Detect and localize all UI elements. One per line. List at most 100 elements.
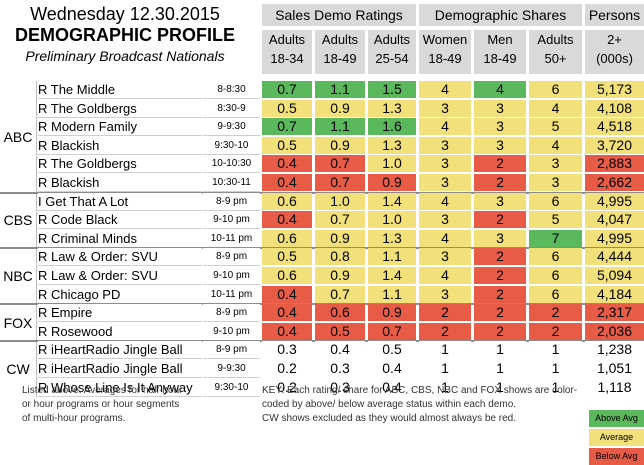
program-title: R Blackish (38, 136, 202, 155)
rating-cell: 2 (474, 322, 526, 340)
rating-cell: 4,108 (585, 99, 644, 117)
rating-cell: 0.2 (262, 360, 312, 377)
program-title: R Modern Family (38, 118, 202, 137)
report-date: Wednesday 12.30.2015 (30, 4, 220, 24)
rating-cell: 4 (419, 267, 471, 284)
rating-cell: 0.9 (368, 174, 416, 191)
rating-cell: 0.4 (368, 378, 416, 396)
column-header-line2: 18-49 (428, 51, 462, 66)
table-row: R Blackish 9:30-10 0.5 0.9 1.3 3 3 4 3,720 (0, 136, 644, 155)
rating-cell: 4 (529, 99, 582, 117)
report-subtitle: Preliminary Broadcast Nationals (25, 48, 225, 64)
rating-cell: 0.6 (262, 192, 312, 210)
footnote-line: or hour programs or hour segments (22, 399, 180, 410)
rating-cell: 0.2 (262, 378, 312, 396)
program-title: R iHeartRadio Jingle Ball (38, 360, 202, 378)
rating-cell: 1.0 (368, 155, 416, 173)
rating-cell: 2 (474, 174, 526, 191)
column-header: Men 18-49 (474, 30, 526, 74)
rating-cell: 0.7 (262, 81, 312, 98)
column-header-line2: 50+ (544, 51, 567, 66)
rating-cell: 0.7 (368, 322, 416, 340)
rating-cell: 0.6 (262, 229, 312, 247)
footnote-line: of multi-hour programs. (22, 413, 126, 424)
rating-cell: 0.3 (262, 341, 312, 359)
network-label: NBC (0, 248, 37, 305)
rating-cell: 0.5 (262, 99, 312, 117)
rating-cell: 1.1 (315, 118, 365, 136)
rating-cell: 4 (419, 192, 471, 210)
program-title: R The Middle (38, 81, 202, 99)
rating-cell: 0.5 (368, 341, 416, 359)
program-title: R Rosewood (38, 322, 202, 341)
time-slot: 10:30-11 (203, 174, 260, 192)
network-label: CBS (0, 192, 37, 249)
rating-cell: 4 (419, 118, 471, 136)
column-header-line1: Men (487, 32, 513, 47)
footnote-line: Listed above: Averages for half-hour (22, 385, 183, 396)
rating-cell: 1,051 (585, 360, 644, 377)
time-slot: 9-10 pm (203, 211, 260, 230)
time-slot: 10-11 pm (203, 229, 260, 248)
rating-cell: 2 (474, 211, 526, 229)
rating-cell: 0.5 (262, 136, 312, 154)
rating-cell: 4,444 (585, 248, 644, 266)
rating-cell: 6 (529, 285, 582, 303)
rating-cell: 0.3 (315, 378, 365, 396)
rating-cell: 7 (529, 229, 582, 247)
rating-cell: 3 (529, 155, 582, 173)
rating-cell: 0.8 (315, 248, 365, 266)
rating-cell: 2 (419, 304, 471, 322)
network-label: FOX (0, 304, 37, 342)
rating-cell: 0.4 (262, 211, 312, 229)
rating-cell: 1.1 (368, 285, 416, 303)
column-header-line1: Women (422, 32, 468, 47)
time-slot: 8-8:30 (203, 81, 260, 99)
rating-cell: 0.9 (315, 99, 365, 117)
time-slot: 9-9:30 (203, 118, 260, 137)
time-slot: 8-9 pm (203, 341, 260, 360)
rating-cell: 4 (529, 136, 582, 154)
rating-cell: 4,518 (585, 118, 644, 136)
table-row: R Blackish 10:30-11 0.4 0.7 0.9 3 2 3 2,662 (0, 174, 644, 192)
table-row: R Law & Order: SVU 9-10 pm 0.6 0.9 1.4 4 2 6 5,0… (0, 267, 644, 285)
rating-cell: 3 (419, 211, 471, 229)
time-slot: 8:30-9 (203, 99, 260, 118)
legend-swatch: Below Avg (589, 448, 644, 465)
rating-cell: 0.4 (368, 360, 416, 377)
rating-cell: 5 (529, 211, 582, 229)
rating-cell: 0.6 (315, 304, 365, 322)
rating-cell: 1.6 (368, 118, 416, 136)
rating-cell: 0.4 (262, 322, 312, 340)
rating-cell: 4,995 (585, 192, 644, 210)
program-title: R Whose Line Is It Anyway (38, 378, 202, 397)
table-row: R iHeartRadio Jingle Ball 9-9:30 0.2 0.3 0.4… (0, 360, 644, 378)
rating-cell: 1.1 (368, 248, 416, 266)
time-slot: 9-10 pm (203, 322, 260, 341)
column-header-line2: 18-49 (483, 51, 517, 66)
rating-cell: 5,094 (585, 267, 644, 284)
rating-cell: 1 (419, 360, 471, 377)
program-title: R Empire (38, 304, 202, 323)
network-label: ABC (0, 81, 37, 193)
rating-cell: 0.7 (315, 155, 365, 173)
rating-cell: 2,662 (585, 174, 644, 191)
rating-cell: 4,047 (585, 211, 644, 229)
rating-cell: 3 (419, 99, 471, 117)
rating-cell: 0.4 (315, 341, 365, 359)
table-row: R Law & Order: SVU 8-9 pm 0.5 0.8 1.1 3 2 6 4,44… (0, 248, 644, 267)
rating-cell: 2 (474, 248, 526, 266)
rating-cell: 4,995 (585, 229, 644, 247)
column-header-line2: (000s) (596, 51, 633, 66)
table-row: R Empire 8-9 pm 0.4 0.6 0.9 2 2 2 2,317 (0, 304, 644, 323)
rating-cell: 0.4 (262, 174, 312, 191)
rating-cell: 4 (419, 229, 471, 247)
rating-cell: 3,720 (585, 136, 644, 154)
rating-cell: 1.1 (315, 81, 365, 98)
key-line: CW shows excluded as they would almost a… (262, 413, 517, 424)
rating-cell: 0.5 (315, 322, 365, 340)
time-slot: 10-10:30 (203, 155, 260, 174)
group-header-persons: Persons (585, 4, 644, 26)
rating-cell: 2,036 (585, 322, 644, 340)
table-row: R Whose Line Is It Anyway 9:30-10 0.2 0.3 0.… (0, 378, 644, 397)
